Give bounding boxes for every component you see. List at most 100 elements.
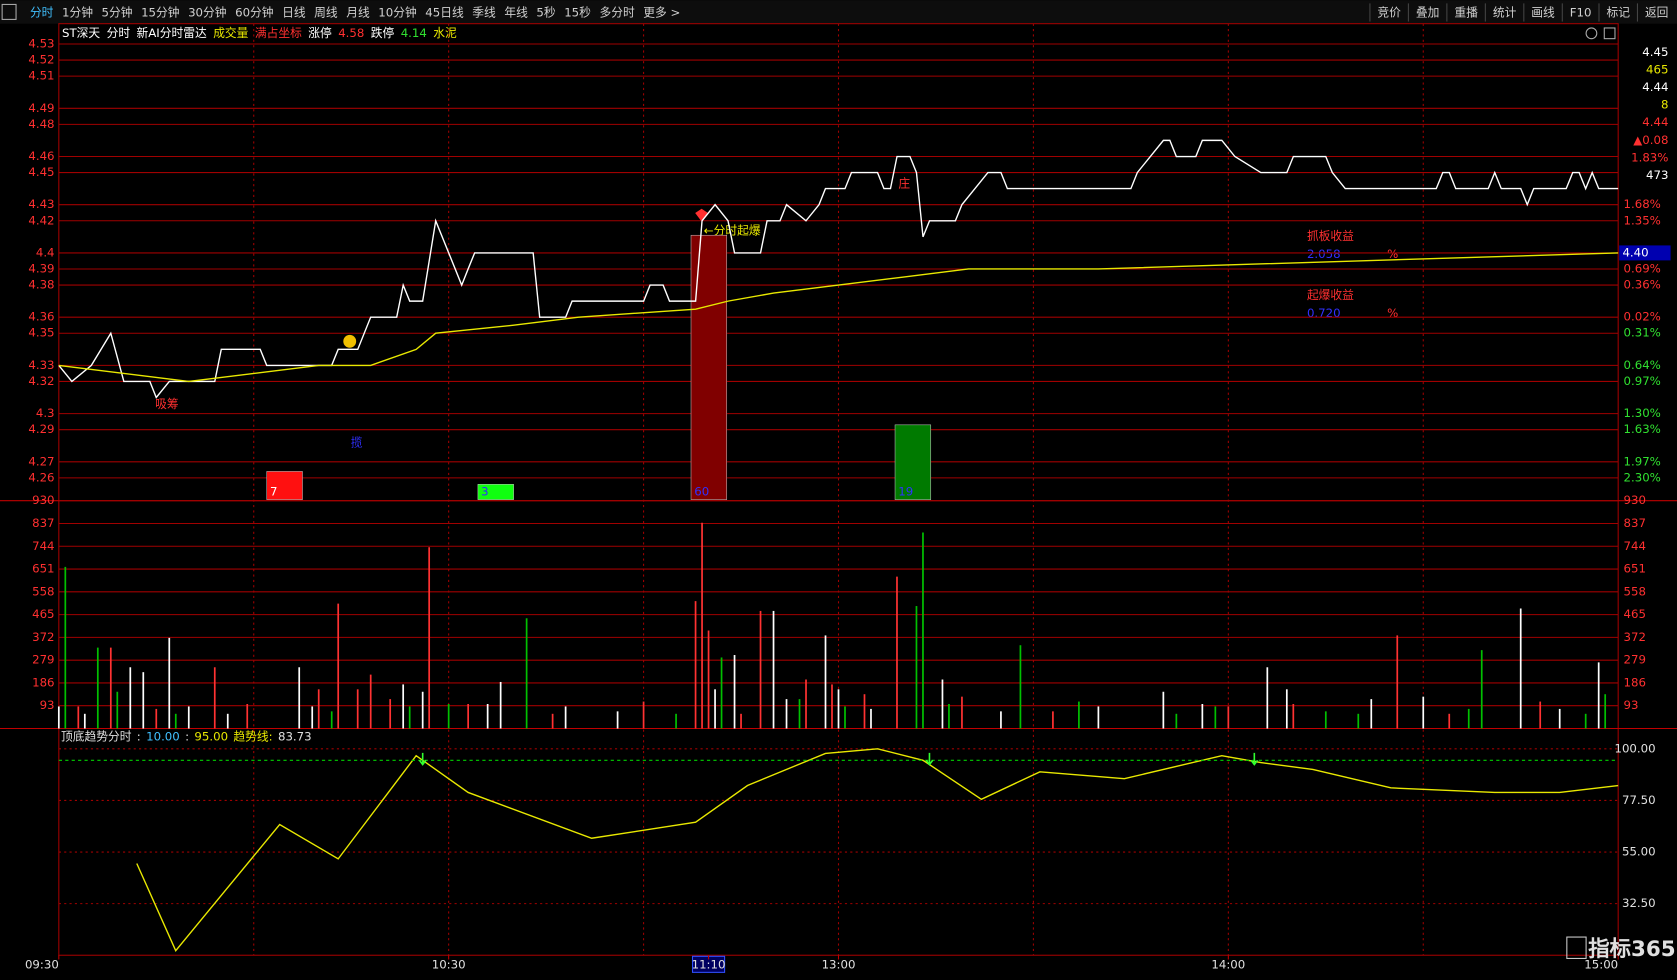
y-tick-label: 372 — [1624, 630, 1646, 644]
y2-tick-label: 0.97% — [1624, 374, 1661, 388]
y-tick-label: 4.49 — [28, 101, 54, 115]
y2-tick-label: 0.31% — [1624, 326, 1661, 340]
x-tick-label: 09:30 — [25, 957, 59, 971]
y-tick-label: 4.38 — [28, 278, 54, 292]
y-tick-label: 93 — [40, 698, 55, 712]
info-value: 4.44 — [1642, 80, 1668, 94]
window-icon[interactable] — [1603, 27, 1616, 40]
indicator-label: 10.00 — [146, 730, 180, 744]
info-value: 4.44 — [1642, 115, 1668, 129]
annotation: 2.058 — [1307, 247, 1341, 261]
annotation: ←分时起爆 — [704, 224, 761, 238]
toolbar-item[interactable]: 多分时 — [599, 5, 634, 19]
header-item: 涨停 — [308, 26, 332, 40]
y-tick-label: 465 — [32, 607, 54, 621]
toolbar-item[interactable]: 15秒 — [564, 5, 591, 19]
y-tick-label: 4.43 — [28, 197, 54, 211]
y2-tick-label: 1.30% — [1624, 406, 1661, 420]
header-item: 满占坐标 — [255, 26, 302, 40]
y-tick-label: 4.52 — [28, 53, 54, 67]
header-item: 跌停 — [371, 26, 395, 40]
y-tick-label: 4.29 — [28, 422, 54, 436]
signal-label: 60 — [694, 485, 709, 499]
line — [58, 252, 1619, 383]
y-tick-label: 372 — [32, 630, 54, 644]
y2-tick-label: 0.64% — [1624, 358, 1661, 372]
toolbar-item[interactable]: 返回 — [1645, 5, 1668, 19]
info-value: 473 — [1646, 168, 1668, 182]
annotation: % — [1387, 306, 1398, 320]
y-tick-label: 558 — [32, 584, 54, 598]
y-tick-label: 186 — [32, 675, 54, 689]
y-tick-label: 279 — [32, 653, 54, 667]
toolbar-item[interactable]: 15分钟 — [141, 5, 179, 19]
indicator-label: 95.00 — [194, 730, 228, 744]
toolbar-item[interactable]: 10分钟 — [378, 5, 416, 19]
diamond-icon — [695, 208, 709, 222]
toolbar-item[interactable]: 30分钟 — [188, 5, 226, 19]
signal-bar — [690, 234, 728, 500]
info-value: ▲0.08 — [1633, 133, 1668, 147]
header-item: 水泥 — [433, 26, 457, 40]
toolbar-item[interactable]: 更多 > — [643, 5, 680, 19]
toolbar-item[interactable]: 60分钟 — [235, 5, 273, 19]
toolbar-item[interactable]: 竞价 — [1377, 5, 1401, 19]
y-tick-label: 55.00 — [1622, 845, 1656, 859]
toolbar-item[interactable]: 5分钟 — [102, 5, 133, 19]
toolbar-item[interactable]: 统计 — [1493, 5, 1517, 19]
toolbar-item[interactable]: 画线 — [1531, 5, 1555, 19]
annotation: 0.720 — [1307, 306, 1341, 320]
toolbar-item[interactable]: 1分钟 — [62, 5, 93, 19]
y-tick-label: 32.50 — [1622, 896, 1656, 910]
header-item: 4.14 — [401, 26, 427, 40]
y2-tick-label: 1.97% — [1624, 454, 1661, 468]
header-item: 4.58 — [338, 26, 364, 40]
line — [136, 748, 1619, 952]
y-tick-label: 837 — [1624, 516, 1646, 530]
zoom-icon[interactable] — [1585, 27, 1598, 40]
header-item: 新AI分时雷达 — [137, 26, 208, 40]
toolbar-item[interactable]: 5秒 — [536, 5, 555, 19]
y-tick-label: 651 — [32, 562, 54, 576]
toolbar-item[interactable]: 重播 — [1454, 5, 1478, 19]
y-tick-label: 4.32 — [28, 374, 54, 388]
y-tick-label: 930 — [32, 493, 54, 507]
toolbar-item[interactable]: 45日线 — [425, 5, 464, 19]
toolbar-item[interactable]: 季线 — [472, 5, 496, 19]
y-tick-label: 4.39 — [28, 261, 54, 275]
y-tick-label: 4.48 — [28, 117, 54, 131]
indicator-label: 83.73 — [278, 730, 312, 744]
y-tick-label: 930 — [1624, 493, 1646, 507]
y-tick-label: 4.53 — [28, 37, 54, 51]
logo — [1566, 936, 1587, 959]
y-tick-label: 4.26 — [28, 470, 54, 484]
toolbar-item[interactable]: 分时 — [30, 5, 54, 19]
y-tick-label: 4.3 — [36, 406, 55, 420]
y-tick-label: 4.4 — [36, 245, 55, 259]
info-value: 8 — [1661, 98, 1668, 112]
signal-label: 19 — [898, 485, 913, 499]
y2-tick-label: 1.68% — [1624, 197, 1661, 211]
toolbar-item[interactable]: 标记 — [1606, 5, 1630, 19]
toolbar-item[interactable]: 年线 — [504, 5, 528, 19]
x-tick-label: 14:00 — [1211, 957, 1245, 971]
y-tick-label: 4.46 — [28, 149, 54, 163]
y-tick-label: 4.33 — [28, 358, 54, 372]
toolbar-item[interactable]: 月线 — [346, 5, 370, 19]
toolbar-item[interactable]: 日线 — [282, 5, 306, 19]
toolbar-item[interactable]: 周线 — [314, 5, 338, 19]
header-item: ST深天 — [62, 26, 100, 40]
info-value: 1.83% — [1631, 150, 1668, 164]
signal-arrow — [1250, 752, 1259, 766]
annotation: % — [1387, 247, 1398, 261]
signal-arrow — [418, 752, 427, 766]
toolbar-item[interactable]: F10 — [1570, 5, 1592, 19]
signal-label: 3 — [481, 485, 488, 499]
toolbar-item[interactable]: 叠加 — [1416, 5, 1440, 19]
y-tick-label: 4.42 — [28, 213, 54, 227]
x-tick-label: 11:10 — [692, 957, 726, 971]
menu-icon[interactable] — [1, 3, 17, 20]
y-tick-label: 77.50 — [1622, 793, 1656, 807]
